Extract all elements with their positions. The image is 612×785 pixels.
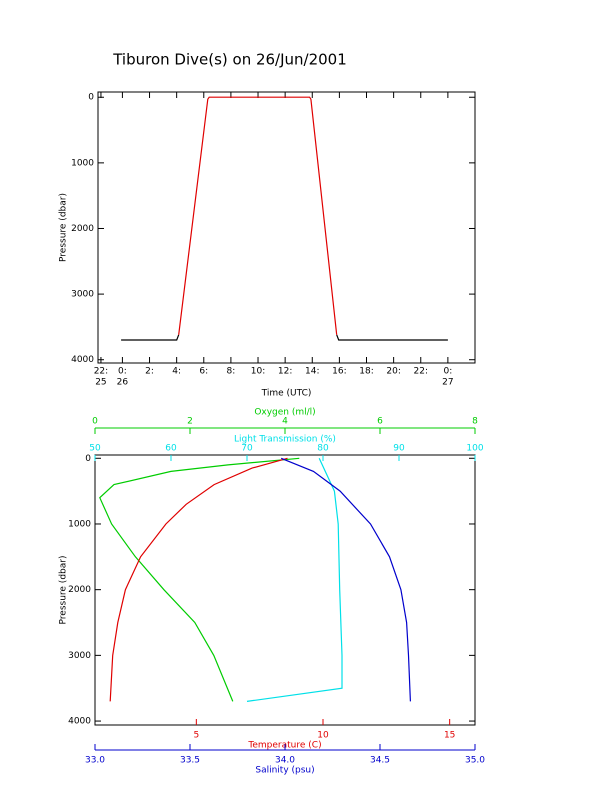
y-tick-label: 0: [85, 454, 91, 464]
x-tick-label: 6:: [199, 367, 208, 377]
y-tick-label: 4000: [68, 717, 91, 727]
x-tick-label: 2:: [145, 367, 154, 377]
x-tick-label: 22:: [94, 367, 108, 377]
x-tick-label: 34.0: [275, 756, 295, 766]
x-tick-label: 80: [317, 444, 329, 454]
x-tick-label: 14:: [305, 367, 319, 377]
x-tick-label: 10: [317, 731, 329, 741]
y-axis-label: Pressure (dbar): [59, 193, 69, 262]
profile-line: [246, 458, 343, 702]
data-line: [121, 334, 448, 341]
x-tick-label: 2: [187, 417, 193, 427]
x-tick-label: 100: [466, 444, 483, 454]
x-tick-label: 8:: [227, 367, 236, 377]
x-tick-label: 50: [89, 444, 101, 454]
x-tick-label: 26: [117, 378, 129, 388]
x-tick-label: 10:: [251, 367, 265, 377]
x-tick-label: 0: [92, 417, 98, 427]
y-tick-label: 3000: [68, 651, 91, 661]
x-tick-label: 90: [393, 444, 405, 454]
plot-frame: [97, 91, 476, 364]
chart-title: Tiburon Dive(s) on 26/Jun/2001: [112, 51, 347, 69]
y-tick-label: 1000: [71, 158, 94, 168]
x-tick-label: 4:: [172, 367, 181, 377]
x-tick-label: 33.5: [180, 756, 200, 766]
x-tick-label: 5: [193, 731, 199, 741]
x-tick-label: 0:: [443, 367, 452, 377]
y-tick-label: 3000: [71, 290, 94, 300]
x-tick-label: 33.0: [85, 756, 105, 766]
profile-line: [99, 457, 300, 702]
x-axis-label: Salinity (psu): [255, 766, 314, 776]
profile-line: [280, 457, 411, 702]
x-tick-label: 25: [95, 378, 106, 388]
x-axis-label: Oxygen (ml/l): [254, 408, 315, 418]
y-axis-label: Pressure (dbar): [59, 556, 69, 625]
y-tick-label: 2000: [71, 224, 94, 234]
x-axis-label: Light Transmission (%): [234, 435, 336, 445]
x-tick-label: 60: [165, 444, 177, 454]
y-tick-label: 1000: [68, 519, 91, 529]
x-tick-label: 34.5: [370, 756, 390, 766]
x-tick-label: 18:: [359, 367, 373, 377]
x-tick-label: 8: [472, 417, 478, 427]
x-tick-label: 0:: [118, 367, 127, 377]
x-tick-label: 70: [241, 444, 253, 454]
x-tick-label: 4: [282, 417, 288, 427]
x-tick-label: 35.0: [465, 756, 485, 766]
x-tick-label: 12:: [278, 367, 292, 377]
data-line: [178, 96, 338, 335]
x-tick-label: 16:: [332, 367, 346, 377]
y-tick-label: 4000: [71, 355, 94, 365]
x-tick-label: 20:: [386, 367, 400, 377]
x-tick-label: 15: [444, 731, 455, 741]
x-tick-label: 22:: [414, 367, 428, 377]
y-tick-label: 2000: [68, 585, 91, 595]
profile-line: [109, 457, 288, 702]
x-tick-label: 27: [442, 378, 453, 388]
x-axis-label: Time (UTC): [261, 389, 312, 399]
y-tick-label: 0: [88, 93, 94, 103]
x-tick-label: 6: [377, 417, 383, 427]
